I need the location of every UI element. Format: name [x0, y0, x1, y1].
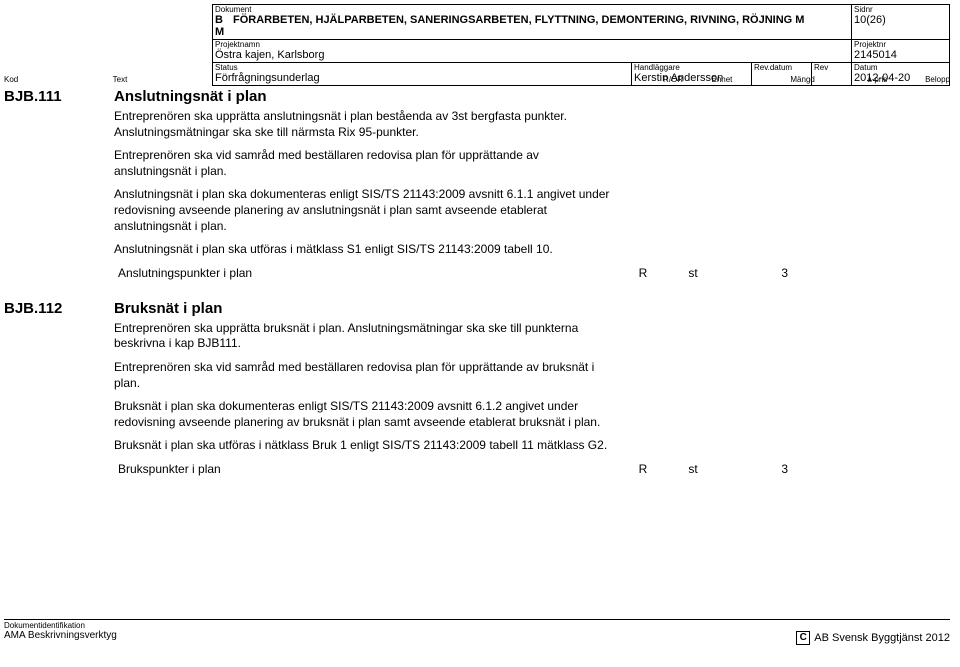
revdatum-label: Rev.datum — [754, 63, 811, 72]
projektnr-label: Projektnr — [854, 40, 949, 49]
section-title: Anslutningsnät i plan — [114, 88, 614, 105]
section-code: BJB.111 — [0, 88, 114, 280]
col-ror: R/OR — [649, 75, 698, 84]
section-para: Bruksnät i plan ska dokumenteras enligt … — [114, 399, 614, 430]
footer-left-value: AMA Beskrivningsverktyg — [4, 630, 117, 641]
footer: Dokumentidentifikation AMA Beskrivningsv… — [4, 619, 950, 645]
measure-label: Anslutningspunkter i plan — [114, 266, 618, 280]
col-enhet: Enhet — [698, 75, 747, 84]
section-para: Anslutningsnät i plan ska dokumenteras e… — [114, 187, 614, 234]
measure-mangd: 3 — [718, 462, 792, 476]
col-mangd: Mängd — [746, 75, 818, 84]
section: BJB.111 Anslutningsnät i plan Entreprenö… — [0, 88, 950, 280]
section-para: Entreprenören ska upprätta bruksnät i pl… — [114, 321, 614, 352]
section-para: Entreprenören ska vid samråd med beställ… — [114, 148, 614, 179]
dokument-code: B — [215, 14, 233, 26]
footer-left-label: Dokumentidentifikation — [4, 621, 117, 630]
col-text: Text — [63, 75, 649, 84]
handlaggare-label: Handläggare — [634, 63, 751, 72]
sidnr-label: Sidnr — [854, 5, 949, 14]
projektnamn-label: Projektnamn — [215, 40, 851, 49]
col-kod: Kod — [0, 75, 63, 84]
measure-enhet: st — [668, 266, 718, 280]
sidnr: 10(26) — [854, 14, 949, 26]
measure-row: Anslutningspunkter i plan R st 3 — [114, 266, 950, 280]
rev-label: Rev — [814, 63, 851, 72]
measure-row: Brukspunkter i plan R st 3 — [114, 462, 950, 476]
footer-right: C AB Svensk Byggtjänst 2012 — [796, 631, 950, 645]
section-para: Entreprenören ska vid samråd med beställ… — [114, 360, 614, 391]
measure-ror: R — [618, 266, 668, 280]
col-apris: à-pris — [819, 75, 891, 84]
section-para: Entreprenören ska upprätta anslutningsnä… — [114, 109, 614, 140]
section-title: Bruksnät i plan — [114, 300, 614, 317]
section: BJB.112 Bruksnät i plan Entreprenören sk… — [0, 300, 950, 476]
section-para: Bruksnät i plan ska utföras i nätklass B… — [114, 438, 614, 454]
copyright-icon: C — [796, 631, 810, 645]
header: Dokument B FÖRARBETEN, HJÄLPARBETEN, SAN… — [212, 4, 950, 86]
measure-label: Brukspunkter i plan — [114, 462, 618, 476]
page: Dokument B FÖRARBETEN, HJÄLPARBETEN, SAN… — [0, 0, 960, 667]
measure-ror: R — [618, 462, 668, 476]
measure-mangd: 3 — [718, 266, 792, 280]
footer-copyright: AB Svensk Byggtjänst 2012 — [814, 632, 950, 644]
column-headers: Kod Text R/OR Enhet Mängd à-pris Belopp — [0, 75, 950, 85]
projektnr: 2145014 — [854, 49, 949, 61]
status-label: Status — [215, 63, 631, 72]
datum-label: Datum — [854, 63, 949, 72]
projektnamn: Östra kajen, Karlsborg — [215, 49, 851, 61]
dokument-title: FÖRARBETEN, HJÄLPARBETEN, SANERINGSARBET… — [233, 14, 851, 26]
col-belopp: Belopp — [891, 75, 950, 84]
dokument-label: Dokument — [215, 5, 851, 14]
measure-enhet: st — [668, 462, 718, 476]
content: BJB.111 Anslutningsnät i plan Entreprenö… — [0, 88, 950, 496]
section-para: Anslutningsnät i plan ska utföras i mätk… — [114, 242, 614, 258]
section-code: BJB.112 — [0, 300, 114, 476]
